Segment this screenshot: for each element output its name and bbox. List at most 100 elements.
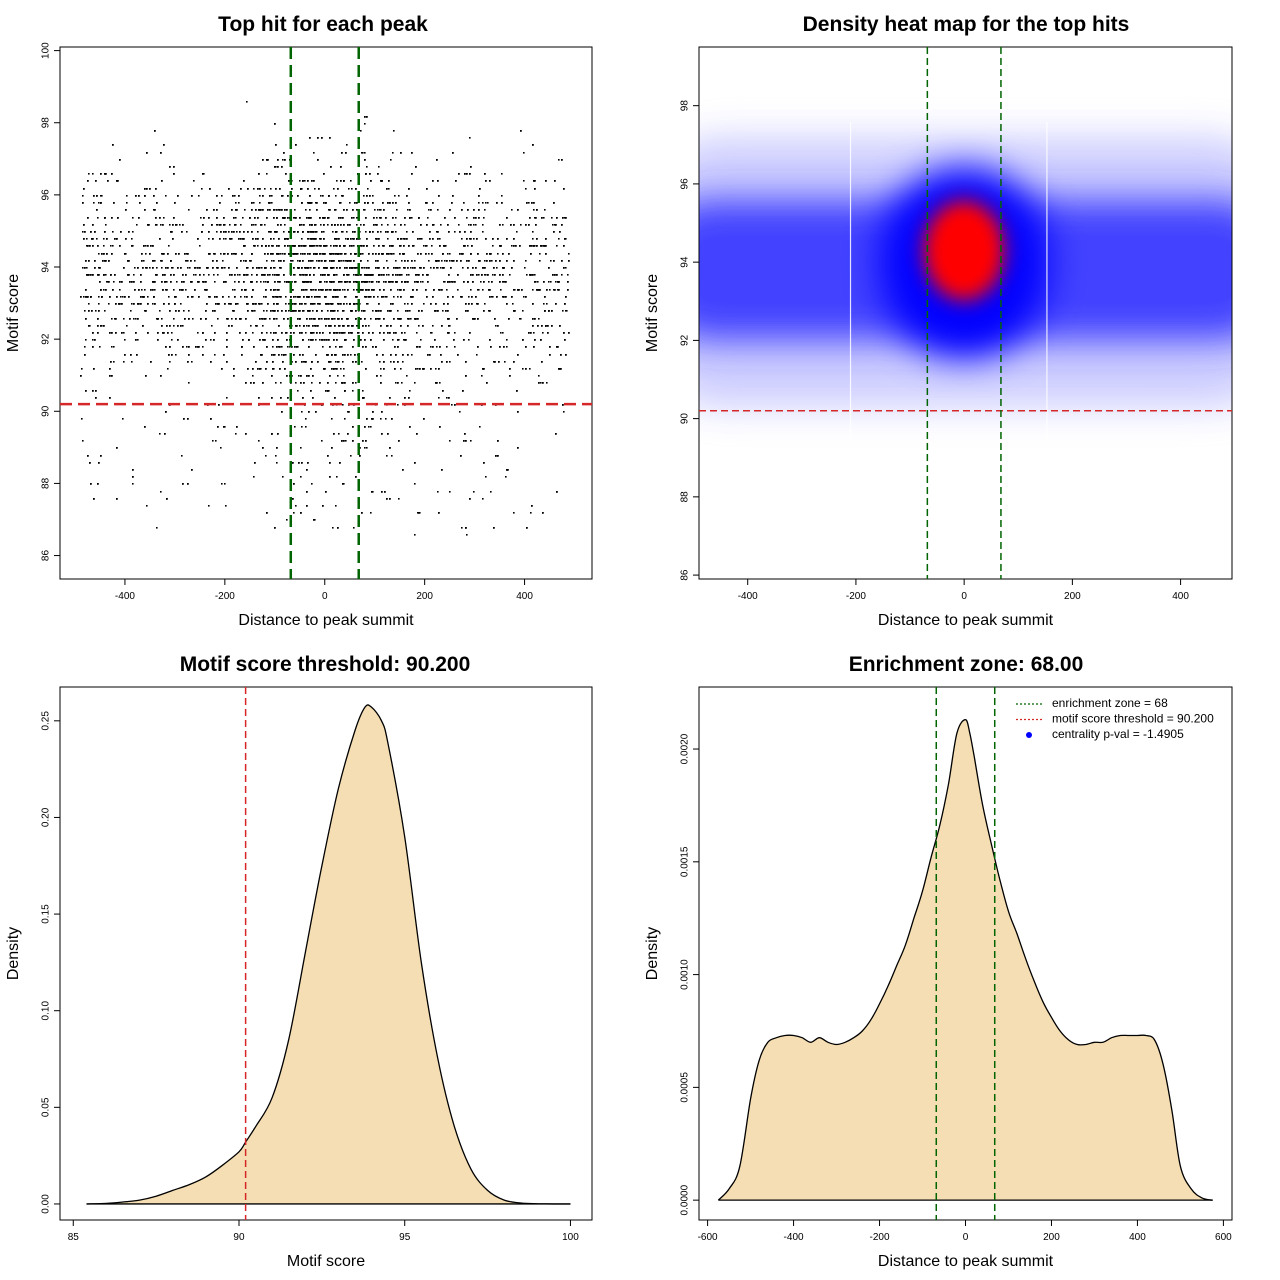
scatter-point bbox=[401, 382, 403, 384]
scatter-point bbox=[540, 382, 542, 384]
scatter-point bbox=[201, 188, 203, 190]
scatter-point bbox=[364, 267, 366, 269]
scatter-point bbox=[165, 281, 167, 283]
scatter-point bbox=[336, 180, 338, 182]
scatter-point bbox=[398, 339, 400, 341]
scatter-point bbox=[459, 411, 461, 413]
scatter-point bbox=[305, 289, 307, 291]
scatter-point bbox=[203, 173, 205, 175]
scatter-point bbox=[351, 188, 353, 190]
scatter-point bbox=[220, 447, 222, 449]
scatter-point bbox=[451, 281, 453, 283]
scatter-point bbox=[366, 166, 368, 168]
scatter-point bbox=[514, 289, 516, 291]
scatter-point bbox=[404, 224, 406, 226]
scatter-point bbox=[171, 267, 173, 269]
scatter-point bbox=[294, 209, 296, 211]
scatter-point bbox=[417, 512, 419, 514]
scatter-point bbox=[171, 332, 173, 334]
scatter-point bbox=[324, 281, 326, 283]
scatter-point bbox=[272, 274, 274, 276]
scatter-point bbox=[341, 346, 343, 348]
scatter-point bbox=[195, 267, 197, 269]
scatter-point bbox=[304, 267, 306, 269]
scatter-point bbox=[188, 382, 190, 384]
scatter-point bbox=[501, 195, 503, 197]
scatter-point bbox=[346, 274, 348, 276]
scatter-point bbox=[544, 209, 546, 211]
scatter-point bbox=[111, 346, 113, 348]
scatter-point bbox=[275, 289, 277, 291]
scatter-point bbox=[343, 260, 345, 262]
scatter-point bbox=[253, 188, 255, 190]
scatter-point bbox=[263, 281, 265, 283]
scatter-point bbox=[387, 224, 389, 226]
scatter-point bbox=[304, 303, 306, 305]
scatter-point bbox=[258, 440, 260, 442]
scatter-point bbox=[362, 390, 364, 392]
scatter-point bbox=[169, 224, 171, 226]
scatter-point bbox=[319, 318, 321, 320]
scatter-point bbox=[278, 346, 280, 348]
scatter-point bbox=[436, 231, 438, 233]
scatter-point bbox=[422, 281, 424, 283]
scatter-point bbox=[305, 209, 307, 211]
scatter-point bbox=[314, 519, 316, 521]
scatter-point bbox=[344, 418, 346, 420]
scatter-point bbox=[539, 253, 541, 255]
scatter-point bbox=[319, 238, 321, 240]
scatter-point bbox=[361, 361, 363, 363]
scatter-point bbox=[346, 231, 348, 233]
scatter-point bbox=[535, 281, 537, 283]
scatter-point bbox=[285, 303, 287, 305]
scatter-point bbox=[482, 224, 484, 226]
scatter-point bbox=[226, 397, 228, 399]
scatter-point bbox=[404, 303, 406, 305]
scatter-point bbox=[261, 318, 263, 320]
scatter-point bbox=[260, 368, 262, 370]
scatter-point bbox=[187, 267, 189, 269]
y-tick-label: 92 bbox=[41, 333, 52, 345]
scatter-point bbox=[403, 267, 405, 269]
scatter-point bbox=[461, 238, 463, 240]
scatter-point bbox=[348, 274, 350, 276]
scatter-point bbox=[173, 318, 175, 320]
scatter-point bbox=[403, 238, 405, 240]
scatter-point bbox=[237, 274, 239, 276]
scatter-point bbox=[506, 339, 508, 341]
scatter-point bbox=[312, 260, 314, 262]
scatter-point bbox=[132, 245, 134, 247]
scatter-point bbox=[176, 281, 178, 283]
scatter-point bbox=[538, 375, 540, 377]
scatter-point bbox=[274, 354, 276, 356]
scatter-point bbox=[565, 310, 567, 312]
scatter-point bbox=[145, 245, 147, 247]
scatter-point bbox=[295, 296, 297, 298]
scatter-point bbox=[356, 217, 358, 219]
scatter-point bbox=[308, 267, 310, 269]
scatter-point bbox=[484, 274, 486, 276]
scatter-point bbox=[244, 296, 246, 298]
scatter-point bbox=[256, 281, 258, 283]
scatter-point bbox=[284, 224, 286, 226]
scatter-point bbox=[481, 375, 483, 377]
scatter-point bbox=[388, 188, 390, 190]
scatter-point bbox=[222, 267, 224, 269]
scatter-point bbox=[277, 281, 279, 283]
scatter-point bbox=[235, 217, 237, 219]
scatter-point bbox=[270, 332, 272, 334]
scatter-point bbox=[335, 382, 337, 384]
scatter-point bbox=[228, 303, 230, 305]
scatter-point bbox=[488, 310, 490, 312]
scatter-point bbox=[86, 238, 88, 240]
scatter-point bbox=[482, 231, 484, 233]
scatter-point bbox=[297, 260, 299, 262]
scatter-point bbox=[107, 281, 109, 283]
scatter-point bbox=[182, 325, 184, 327]
scatter-point bbox=[369, 281, 371, 283]
scatter-point bbox=[342, 361, 344, 363]
scatter-point bbox=[328, 209, 330, 211]
scatter-point bbox=[501, 173, 503, 175]
scatter-point bbox=[437, 267, 439, 269]
scatter-point bbox=[210, 339, 212, 341]
